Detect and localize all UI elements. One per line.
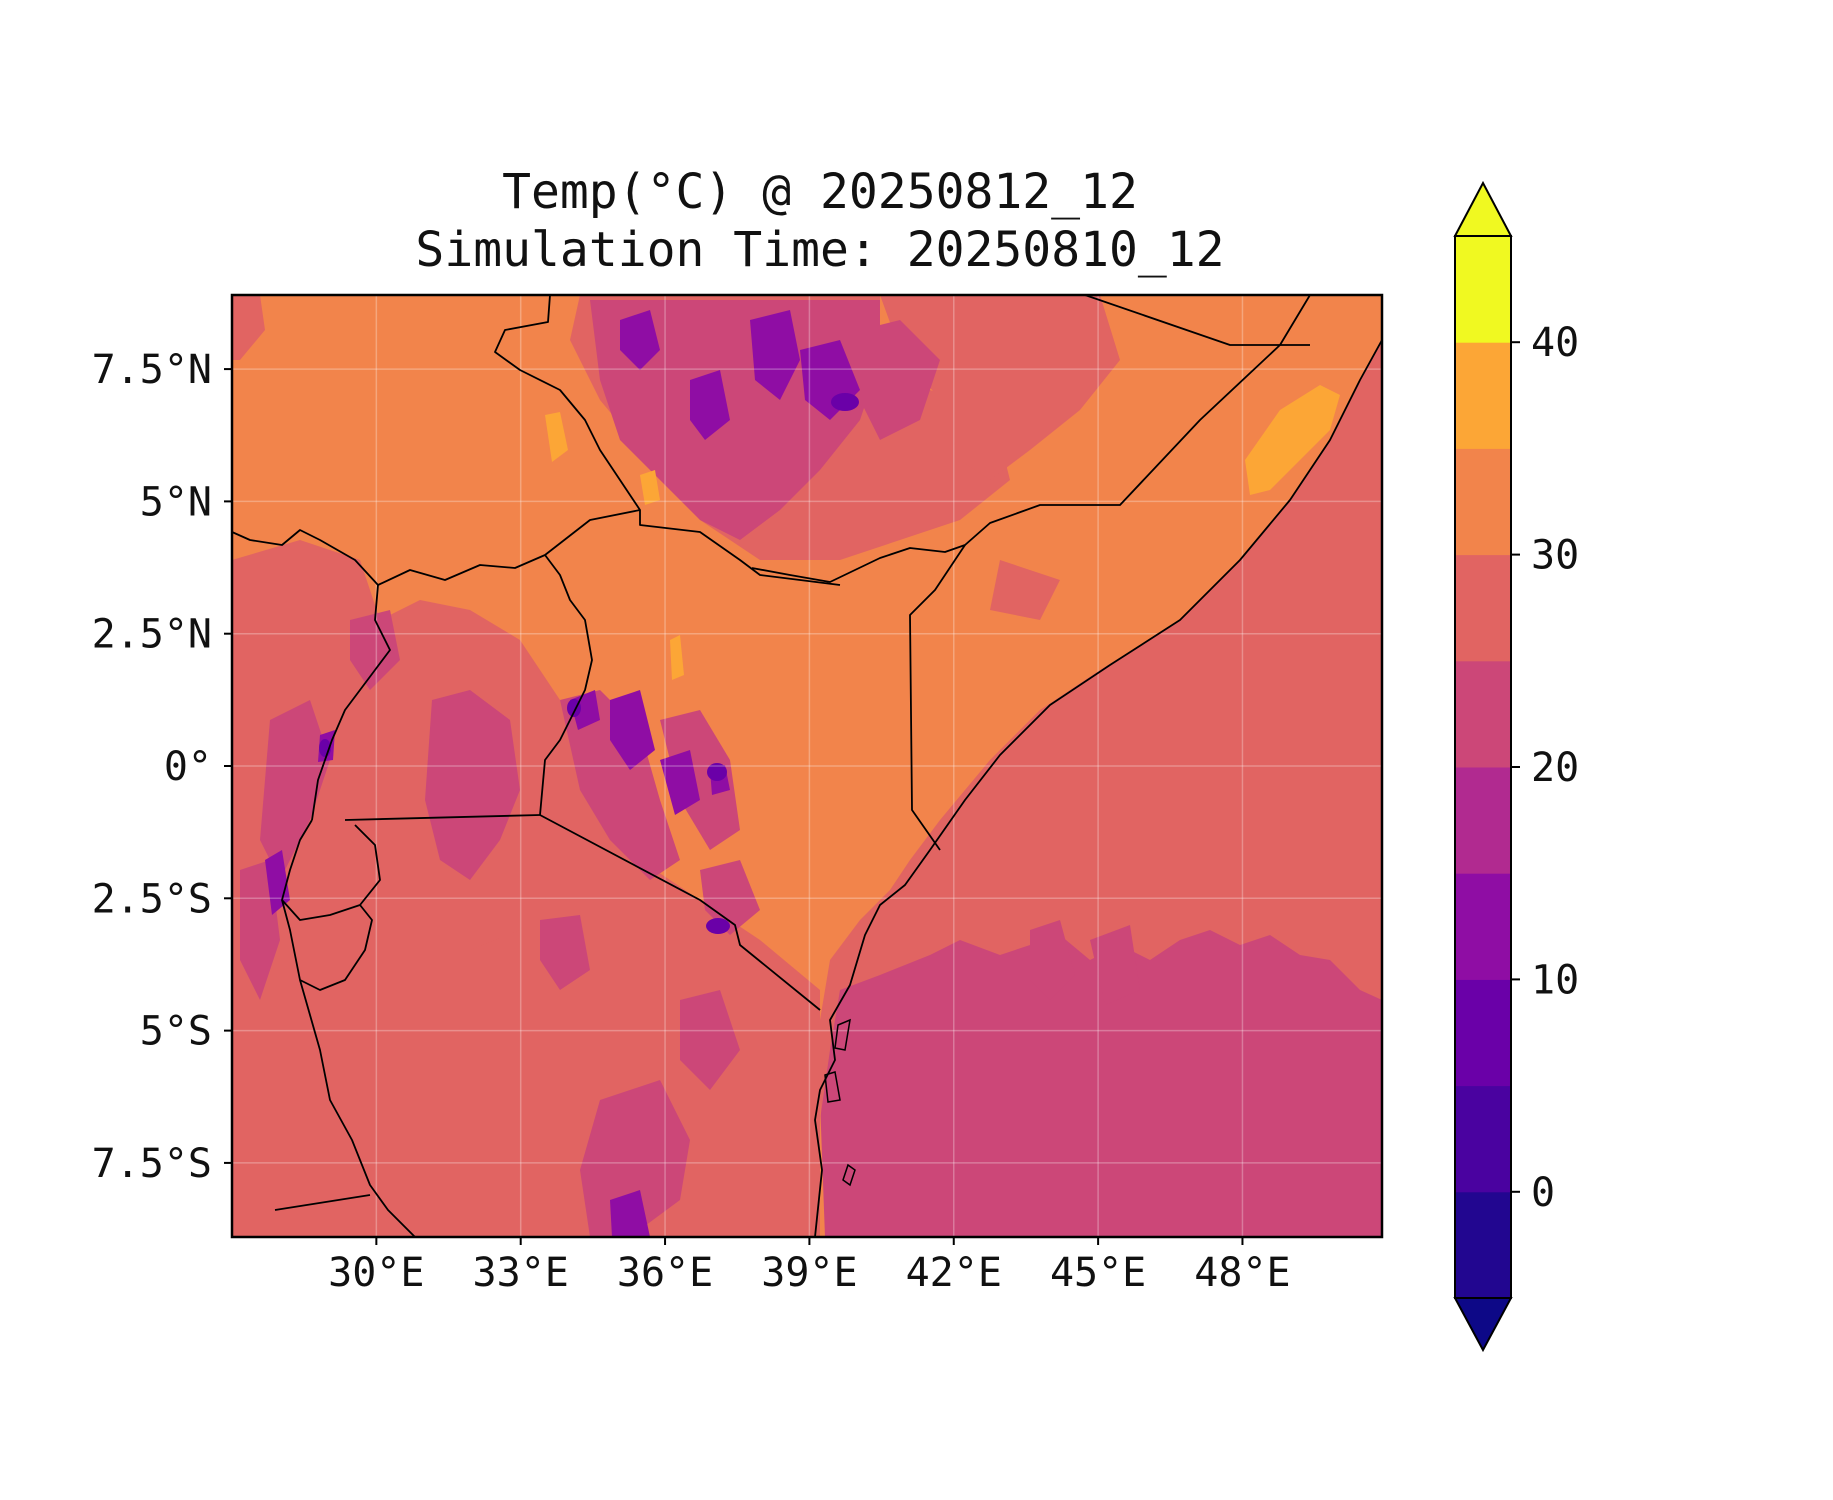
border-south-sudan-ethiopia bbox=[494, 295, 841, 586]
border-burundi bbox=[281, 899, 373, 991]
x-tick-label: 30°E bbox=[328, 1250, 424, 1296]
map-gridlines bbox=[232, 295, 1382, 1237]
ocean-cool-patch bbox=[1090, 925, 1140, 1005]
map-panel bbox=[232, 295, 1382, 1237]
x-tick-label: 48°E bbox=[1194, 1250, 1290, 1296]
border-kenya-tanzania bbox=[539, 814, 821, 1011]
colorbar-tick-label: 40 bbox=[1531, 320, 1579, 366]
colorbar-extend-low bbox=[1453, 1297, 1513, 1353]
border-uganda-west bbox=[311, 584, 391, 821]
y-tick-label: 7.5°S bbox=[92, 1141, 212, 1187]
y-axis: 7.5°N 5°N 2.5°N 0° 2.5°S 5°S 7.5°S bbox=[92, 347, 232, 1187]
border-tanzania-west bbox=[299, 979, 416, 1237]
colorbar-tick-label: 0 bbox=[1531, 1170, 1555, 1216]
colorbar-tick-label: 10 bbox=[1531, 957, 1579, 1003]
colorbar-band bbox=[1455, 979, 1511, 1087]
border-kenya-ethiopia bbox=[909, 544, 966, 851]
x-tick-label: 45°E bbox=[1050, 1250, 1146, 1296]
hot-zones bbox=[545, 385, 1340, 680]
x-tick-label: 42°E bbox=[906, 1250, 1002, 1296]
colorbar-band bbox=[1455, 660, 1511, 768]
border-south-sudan-kenya bbox=[232, 509, 641, 586]
border-south-west bbox=[274, 1194, 371, 1211]
peak-cold-spots bbox=[265, 310, 860, 1237]
border-lake-victoria bbox=[344, 814, 541, 821]
zanzibar-islands bbox=[824, 1018, 856, 1187]
colorbar-band bbox=[1455, 1085, 1511, 1193]
border-uganda-kenya bbox=[539, 554, 593, 816]
border-rwanda bbox=[281, 819, 381, 921]
x-tick-label: 39°E bbox=[761, 1250, 857, 1296]
colorbar-band bbox=[1455, 236, 1511, 343]
colorbar-ticks: 0 10 20 30 40 bbox=[1511, 320, 1579, 1216]
colorbar-tick-label: 20 bbox=[1531, 745, 1579, 791]
chart-title: Temp(°C) @ 20250812_12 bbox=[502, 164, 1138, 220]
peak-very-cold-spots bbox=[319, 393, 859, 934]
colorbar: 0 10 20 30 40 bbox=[1453, 180, 1579, 1353]
y-tick-label: 5°S bbox=[140, 1009, 212, 1055]
colorbar-band bbox=[1455, 342, 1511, 449]
colorbar-band bbox=[1455, 448, 1511, 556]
colorbar-band bbox=[1455, 554, 1511, 662]
political-borders bbox=[232, 295, 1382, 1237]
x-axis: 30°E 33°E 36°E 39°E 42°E 45°E 48°E bbox=[328, 1237, 1291, 1296]
colorbar-bands bbox=[1455, 236, 1511, 1299]
border-ethiopia-north bbox=[1084, 295, 1310, 346]
colorbar-band bbox=[1455, 873, 1511, 980]
x-tick-label: 36°E bbox=[617, 1250, 713, 1296]
chart-subtitle: Simulation Time: 20250810_12 bbox=[415, 222, 1225, 278]
ocean-cool-region bbox=[820, 930, 1382, 1237]
ocean-cool-patch bbox=[1030, 920, 1075, 1000]
y-tick-label: 2.5°N bbox=[92, 612, 212, 658]
colorbar-tick-label: 30 bbox=[1531, 533, 1579, 579]
y-tick-label: 7.5°N bbox=[92, 347, 212, 393]
y-tick-label: 5°N bbox=[140, 479, 212, 525]
x-tick-label: 33°E bbox=[473, 1250, 569, 1296]
border-somalia-ethiopia bbox=[751, 295, 1311, 583]
colorbar-extend-high bbox=[1453, 180, 1513, 237]
colorbar-band bbox=[1455, 767, 1511, 874]
y-tick-label: 0° bbox=[164, 744, 212, 790]
colorbar-band bbox=[1455, 1191, 1511, 1299]
y-tick-label: 2.5°S bbox=[92, 876, 212, 922]
